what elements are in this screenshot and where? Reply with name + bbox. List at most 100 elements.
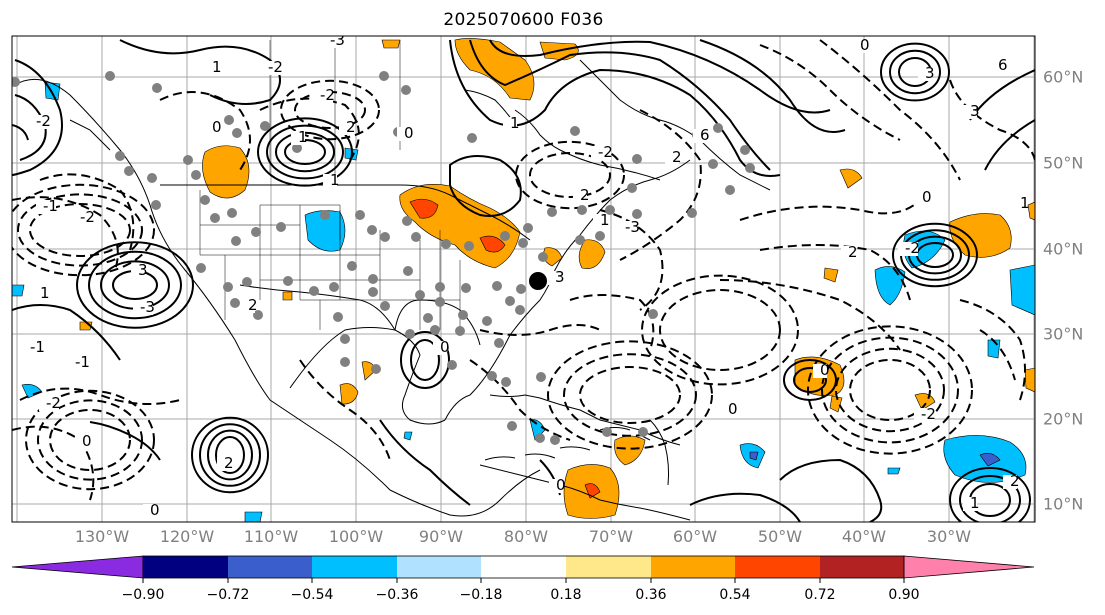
map-frame: [11, 35, 1036, 523]
station-dot: [467, 133, 477, 143]
contour-label: 2: [224, 454, 234, 472]
longitude-label: 100°W: [328, 527, 384, 546]
contour-label: -2: [46, 394, 61, 412]
contour-line: [979, 329, 1016, 381]
contour-line: [299, 359, 391, 461]
contour-line: [719, 279, 901, 351]
station-dot: [401, 85, 411, 95]
contour-label: 0: [820, 361, 830, 379]
station-dot: [745, 163, 755, 173]
contour-line: [215, 436, 245, 474]
orange-patch: [839, 168, 863, 189]
contour-line: [12, 304, 121, 361]
contour-line: [379, 419, 471, 506]
contour-label: -2: [320, 86, 335, 104]
blue-patch: [244, 511, 263, 522]
contour-line: [191, 416, 269, 494]
darkblue-patch: [749, 451, 759, 461]
station-dot: [227, 208, 237, 218]
station-dot: [458, 310, 468, 320]
contour-label: 6: [998, 56, 1008, 74]
station-dot: [333, 312, 343, 322]
blue-patch: [403, 431, 413, 441]
station-dot: [232, 128, 242, 138]
longitude-label: 110°W: [243, 527, 299, 546]
contour-line: [880, 42, 950, 102]
station-dot: [115, 151, 125, 161]
contour-line: [659, 289, 781, 371]
station-dot: [461, 283, 471, 293]
station-dot: [523, 223, 533, 233]
station-dot: [435, 297, 445, 307]
colorbar-tick-label: 0.90: [888, 587, 920, 603]
station-dot: [487, 371, 497, 381]
station-dot: [632, 209, 642, 219]
contour-line: [469, 39, 771, 171]
station-dot: [648, 309, 658, 319]
station-dot: [740, 145, 750, 155]
contour-label: -1: [75, 353, 90, 371]
contour-label: 0: [728, 400, 738, 418]
colorbar-tick-label: −0.90: [121, 587, 165, 603]
contour-line: [449, 155, 522, 217]
redorange-patch: [409, 198, 439, 219]
contour-label: -1: [30, 338, 45, 356]
colorbar-segment: [228, 556, 312, 578]
contour-line: [807, 325, 973, 455]
station-dot: [368, 274, 378, 284]
station-dot: [535, 433, 545, 443]
blue-patch: [304, 210, 346, 252]
colorbar: [11, 555, 1035, 583]
station-dot: [367, 225, 377, 235]
orange-patch: [823, 267, 839, 283]
contour-line: [400, 331, 450, 389]
colorbar-segment: [312, 556, 397, 578]
station-dot: [441, 239, 451, 249]
contour-line: [449, 39, 781, 177]
colorbar-segment: [651, 556, 735, 578]
contour-line: [793, 367, 827, 393]
colorbar-tick-label: −0.18: [459, 587, 503, 603]
contour-line: [12, 196, 119, 271]
contour-line: [619, 109, 702, 261]
station-dot: [507, 421, 517, 431]
station-dot: [575, 235, 585, 245]
orange-patch: [282, 291, 293, 301]
station-dot: [632, 154, 642, 164]
contour-line: [689, 492, 801, 522]
contour-label: -3: [140, 298, 155, 316]
contour-line: [599, 209, 664, 311]
station-dot: [340, 334, 350, 344]
contour-label: 2: [672, 148, 682, 166]
latitude-label: 50°N: [1043, 153, 1084, 173]
contour-label: 1: [1020, 194, 1030, 212]
contour-line: [699, 39, 846, 133]
station-dot: [405, 329, 415, 339]
contour-label: 2: [346, 118, 356, 136]
longitude-label: 90°W: [418, 527, 464, 546]
station-dot: [224, 115, 234, 125]
station-dot: [292, 143, 302, 153]
orange-patch: [1024, 367, 1035, 393]
contour-line: [739, 199, 921, 221]
station-dot: [501, 377, 511, 387]
contour-label: 1: [40, 284, 50, 302]
contour-label: -2: [598, 143, 613, 161]
contour-line: [88, 250, 182, 320]
colorbar-segment: [397, 556, 481, 578]
colorbar-tick-label: 0.72: [804, 587, 836, 603]
contour-label: 3: [970, 102, 980, 120]
orange-patch: [202, 145, 250, 199]
colorbar-tick-label: −0.72: [206, 587, 250, 603]
station-dot: [283, 276, 293, 286]
contour-label: 0: [860, 36, 870, 54]
contour-label: 1: [212, 58, 222, 76]
contour-line: [959, 475, 1021, 522]
contour-label: 1: [970, 494, 980, 512]
longitude-label: 30°W: [926, 527, 972, 546]
longitude-label: 120°W: [159, 527, 215, 546]
contour-label: 0: [556, 476, 566, 494]
